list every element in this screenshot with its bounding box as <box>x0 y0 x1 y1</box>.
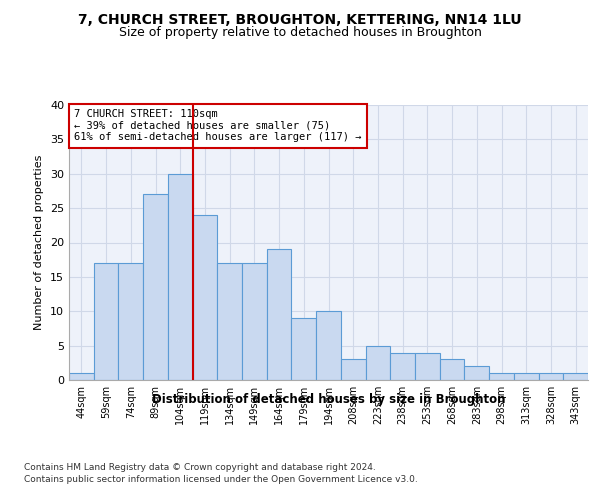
Bar <box>514 373 539 380</box>
Text: Contains public sector information licensed under the Open Government Licence v3: Contains public sector information licen… <box>24 475 418 484</box>
Bar <box>563 373 588 380</box>
Bar <box>415 352 440 380</box>
Bar <box>365 346 390 380</box>
Bar <box>539 373 563 380</box>
Bar <box>341 360 365 380</box>
Bar <box>94 263 118 380</box>
Bar <box>118 263 143 380</box>
Bar <box>217 263 242 380</box>
Bar <box>489 373 514 380</box>
Bar <box>292 318 316 380</box>
Text: Contains HM Land Registry data © Crown copyright and database right 2024.: Contains HM Land Registry data © Crown c… <box>24 462 376 471</box>
Bar <box>464 366 489 380</box>
Bar <box>143 194 168 380</box>
Bar <box>242 263 267 380</box>
Y-axis label: Number of detached properties: Number of detached properties <box>34 155 44 330</box>
Bar <box>267 250 292 380</box>
Bar <box>440 360 464 380</box>
Text: 7 CHURCH STREET: 110sqm
← 39% of detached houses are smaller (75)
61% of semi-de: 7 CHURCH STREET: 110sqm ← 39% of detache… <box>74 109 362 142</box>
Bar <box>193 215 217 380</box>
Text: 7, CHURCH STREET, BROUGHTON, KETTERING, NN14 1LU: 7, CHURCH STREET, BROUGHTON, KETTERING, … <box>78 12 522 26</box>
Bar <box>69 373 94 380</box>
Bar <box>168 174 193 380</box>
Text: Size of property relative to detached houses in Broughton: Size of property relative to detached ho… <box>119 26 481 39</box>
Text: Distribution of detached houses by size in Broughton: Distribution of detached houses by size … <box>152 392 506 406</box>
Bar <box>316 311 341 380</box>
Bar <box>390 352 415 380</box>
